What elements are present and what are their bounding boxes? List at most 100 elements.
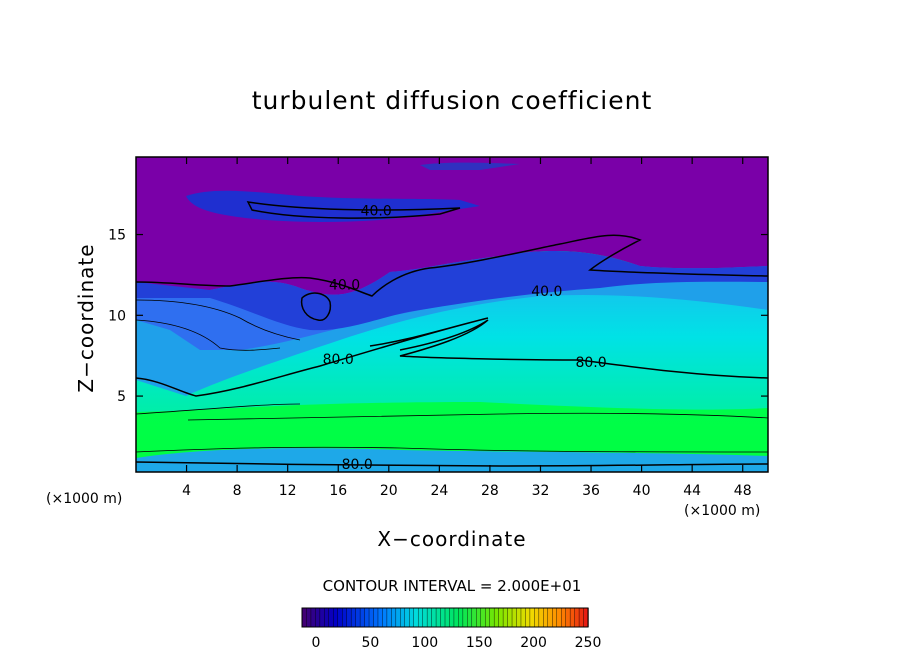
colorbar: 0 50 100 150 200 250 [301, 607, 602, 651]
colorbar-frame [301, 607, 589, 628]
colorbar-cell [574, 607, 580, 628]
contour-thin-c [135, 446, 769, 453]
colorbar-cell [426, 607, 433, 628]
colorbar-cell [547, 607, 553, 628]
colorbar-cell [507, 607, 513, 628]
contour-interval-text: CONTOUR INTERVAL = 2.000E+01 [322, 577, 582, 595]
colorbar-cell [449, 607, 455, 628]
colorbar-cell [471, 607, 477, 628]
chart-title: turbulent diffusion coefficient [251, 86, 653, 115]
contour-label: 80.0 [323, 352, 354, 368]
contour-thin-b [135, 403, 769, 421]
colorbar-cell [565, 607, 571, 628]
colorbar-cell [569, 607, 576, 628]
colorbar-cell [556, 607, 562, 628]
colorbar-cell [529, 607, 536, 628]
colorbar-cell [413, 607, 419, 628]
colorbar-cell [386, 607, 393, 628]
contour-lines [135, 201, 769, 467]
colorbar-cell [520, 607, 527, 628]
colorbar-cell [543, 607, 549, 628]
colorbar-cell [440, 607, 446, 628]
colorbar-cell [485, 607, 491, 628]
colorbar-cell [342, 607, 348, 628]
x-tick-label: 12 [279, 483, 297, 499]
colorbar-cell [493, 607, 500, 628]
colorbar-cell [310, 607, 317, 628]
colorbar-cell [578, 607, 585, 628]
contour-thin-a [135, 299, 301, 351]
colorbar-cell [346, 607, 352, 628]
colorbar-cell [409, 607, 415, 628]
colorbar-cell [538, 607, 545, 628]
colorbar-cell [552, 607, 558, 628]
contour-40-mid [135, 234, 769, 297]
contour-40-upper [246, 201, 461, 219]
colorbar-cell [516, 607, 522, 628]
y-tick-label: 15 [108, 228, 126, 244]
colorbar-cell [560, 607, 567, 628]
colorbar-cell [324, 607, 330, 628]
contour-label: 80.0 [342, 457, 373, 473]
plot-frame [135, 156, 769, 473]
x-unit-label-right: (×1000 m) [684, 503, 761, 519]
colorbar-cell [476, 607, 482, 628]
x-axis-title: X−coordinate [377, 527, 527, 551]
colorbar-cell [350, 607, 357, 628]
contour-label: 40.0 [361, 203, 392, 219]
colorbar-cell [306, 607, 312, 628]
colorbar-cell [480, 607, 486, 628]
colorbar-tick-label: 200 [520, 635, 547, 651]
x-axis: 4 8 12 16 20 24 28 32 36 40 44 48 [182, 157, 752, 499]
contour-80-a [135, 317, 489, 397]
colorbar-cell [417, 607, 424, 628]
x-tick-label: 40 [633, 483, 651, 499]
colorbar-cell [498, 607, 504, 628]
y-axis-title: Z−coordinate [74, 243, 98, 393]
y-axis: 5 10 15 [108, 228, 768, 405]
colorbar-cell [301, 607, 308, 628]
colorbar-cell [333, 607, 339, 628]
colorbar-cell [395, 607, 402, 628]
colorbar-cell [315, 607, 321, 628]
x-tick-label: 8 [233, 483, 242, 499]
contour-80-b [399, 319, 769, 379]
colorbar-cell [489, 607, 495, 628]
colorbar-cell [382, 607, 388, 628]
blob-dark-top [420, 162, 520, 170]
colorbar-cell [435, 607, 442, 628]
colorbar-cell [359, 607, 366, 628]
colorbar-cell [525, 607, 531, 628]
colorbar-cell [391, 607, 397, 628]
colorbar-tick-label: 100 [411, 635, 438, 651]
x-unit-label-left: (×1000 m) [46, 491, 123, 507]
colorbar-cell [511, 607, 518, 628]
colorbar-cell [368, 607, 375, 628]
colorbar-cell [458, 607, 464, 628]
x-tick-label: 32 [532, 483, 550, 499]
plot-area: 40.0 40.0 40.0 80.0 80.0 80.0 [135, 156, 769, 473]
colorbar-cell [502, 607, 509, 628]
contour-labels: 40.0 40.0 40.0 80.0 80.0 80.0 [323, 203, 607, 473]
contour-label: 40.0 [329, 278, 360, 294]
band-purple [136, 157, 768, 295]
colorbar-tick-label: 250 [575, 635, 602, 651]
colorbar-tick-label: 50 [361, 635, 379, 651]
x-tick-label: 20 [380, 483, 398, 499]
colorbar-tick-label: 150 [466, 635, 493, 651]
x-tick-label: 36 [582, 483, 600, 499]
colorbar-cell [373, 607, 379, 628]
x-tick-label: 16 [329, 483, 347, 499]
colorbar-tick-label: 0 [312, 635, 321, 651]
y-tick-label: 5 [117, 389, 126, 405]
colorbar-cell [355, 607, 361, 628]
colorbar-cell [453, 607, 460, 628]
x-tick-label: 24 [430, 483, 448, 499]
x-tick-label: 4 [182, 483, 191, 499]
colorbar-cell [534, 607, 540, 628]
contour-blob-12 [300, 292, 332, 321]
colorbar-cell [462, 607, 469, 628]
blob-dark-upper [186, 190, 480, 222]
colorbar-cell [422, 607, 428, 628]
